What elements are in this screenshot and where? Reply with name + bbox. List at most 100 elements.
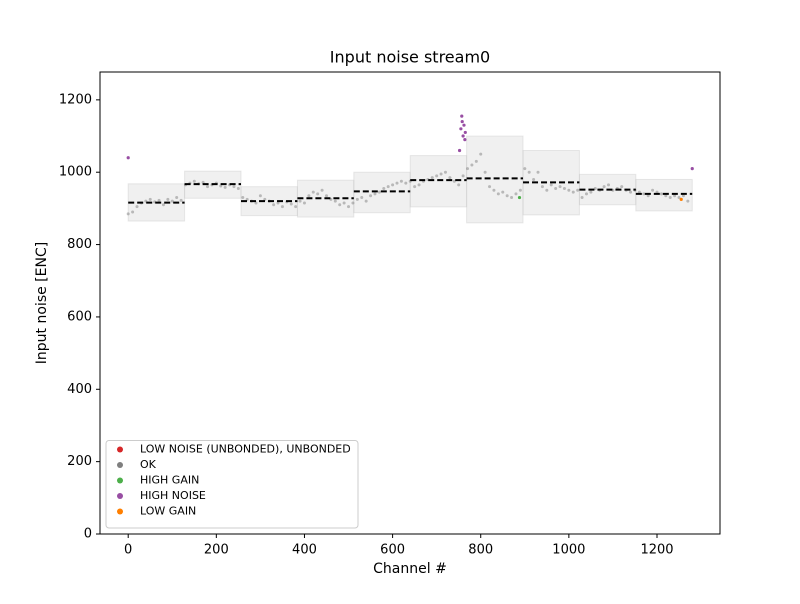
data-point — [466, 167, 470, 171]
data-point — [338, 203, 342, 207]
data-point — [501, 190, 505, 194]
data-point — [373, 192, 377, 196]
chip-band — [466, 135, 524, 224]
legend: LOW NOISE (UNBONDED), UNBONDED OK HIGH GAI… — [105, 440, 359, 529]
data-point — [584, 192, 588, 196]
data-point — [664, 194, 668, 198]
data-point — [333, 199, 337, 203]
y-tick-label: 1200 — [59, 92, 92, 107]
data-point — [439, 172, 443, 176]
data-point — [236, 186, 240, 190]
data-point — [382, 186, 386, 190]
data-point — [355, 197, 359, 201]
data-point — [514, 192, 518, 196]
data-point — [276, 201, 280, 205]
chip-band — [353, 171, 411, 214]
data-point — [517, 195, 522, 200]
legend-label: LOW NOISE (UNBONDED), UNBONDED — [140, 443, 351, 456]
data-point — [126, 156, 130, 160]
data-point — [461, 174, 465, 178]
data-point — [659, 192, 663, 196]
data-point — [558, 185, 562, 189]
data-point — [479, 152, 483, 156]
data-point — [324, 194, 328, 198]
data-point — [686, 199, 690, 203]
x-tick-label: 200 — [204, 543, 229, 558]
data-point — [417, 183, 421, 187]
data-point — [571, 190, 575, 194]
legend-marker — [117, 508, 123, 515]
data-point — [461, 134, 465, 138]
legend-marker — [117, 493, 123, 499]
data-point — [562, 186, 566, 190]
data-point — [179, 198, 183, 202]
data-point — [126, 212, 130, 216]
data-point — [602, 185, 606, 189]
data-point — [364, 199, 368, 203]
y-tick-label: 400 — [67, 382, 92, 397]
data-point — [655, 190, 659, 194]
data-point — [629, 190, 633, 194]
data-point — [463, 138, 467, 142]
y-axis-label: Input noise [ENC] — [34, 242, 50, 364]
data-point — [460, 119, 464, 124]
data-point — [620, 185, 624, 189]
data-point — [351, 201, 355, 205]
data-point — [302, 201, 306, 205]
y-tick-label: 1000 — [59, 165, 92, 180]
x-tick-label: 0 — [124, 543, 132, 558]
x-tick-label: 800 — [468, 543, 493, 558]
x-tick-label: 1000 — [552, 543, 585, 558]
data-point — [462, 123, 466, 127]
x-axis-label: Channel # — [373, 561, 447, 577]
data-point — [540, 185, 544, 189]
data-point — [593, 186, 597, 190]
data-point — [677, 196, 681, 200]
data-point — [459, 127, 463, 131]
data-point — [673, 194, 677, 198]
data-point — [470, 163, 474, 167]
data-point — [307, 194, 311, 198]
data-point — [395, 181, 399, 185]
data-point — [135, 205, 139, 209]
data-point — [223, 185, 227, 189]
data-point — [192, 179, 196, 183]
data-point — [554, 186, 558, 190]
data-point — [245, 197, 249, 201]
data-point — [201, 180, 205, 184]
data-point — [668, 196, 672, 200]
data-point — [492, 188, 496, 192]
data-point — [589, 190, 593, 194]
data-point — [294, 205, 298, 209]
legend-frame — [105, 440, 359, 529]
data-point — [386, 185, 390, 189]
legend-label: OK — [140, 458, 157, 471]
data-point — [232, 185, 236, 189]
data-point — [166, 197, 170, 201]
data-point — [496, 192, 500, 196]
data-point — [518, 188, 522, 192]
data-point — [161, 203, 165, 207]
data-point — [457, 183, 461, 187]
chip-band — [409, 155, 468, 208]
x-tick-label: 600 — [380, 543, 405, 558]
data-point — [505, 194, 509, 198]
data-point — [404, 181, 408, 185]
data-point — [448, 176, 452, 180]
chart-title: Input noise stream0 — [330, 48, 490, 67]
data-point — [642, 192, 646, 196]
data-point — [690, 166, 694, 171]
data-point — [206, 185, 210, 189]
data-point — [360, 196, 364, 200]
data-point — [316, 192, 320, 196]
data-point — [219, 184, 223, 188]
y-tick-label: 0 — [84, 527, 92, 542]
data-point — [527, 170, 531, 174]
data-point — [681, 194, 685, 198]
data-point — [263, 197, 267, 201]
legend-marker — [117, 446, 123, 453]
data-point — [576, 188, 580, 192]
data-point — [280, 205, 284, 209]
data-point — [241, 196, 245, 200]
